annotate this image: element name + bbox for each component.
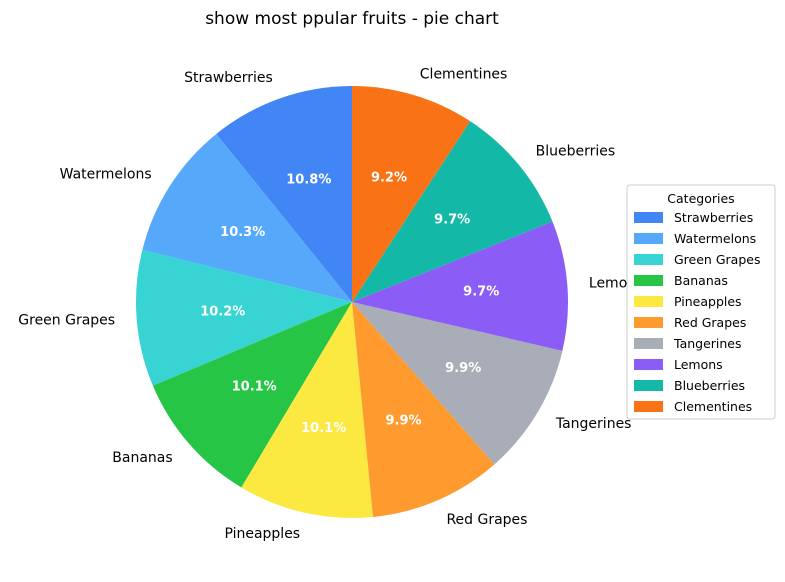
slice-tangerines: [352, 302, 563, 465]
pct-label-bananas: 10.1%: [232, 380, 277, 395]
label-pineapples: Pineapples: [224, 526, 300, 542]
legend-label-watermelons: Watermelons: [674, 231, 756, 246]
legend-label-tangerines: Tangerines: [673, 336, 742, 351]
legend-box: [626, 184, 776, 420]
label-red-grapes: Red Grapes: [446, 512, 527, 528]
slice-green-grapes: [136, 249, 352, 386]
pct-label-red-grapes: 9.9%: [385, 413, 421, 428]
legend-label-blueberries: Blueberries: [674, 378, 745, 393]
label-watermelons: Watermelons: [60, 166, 152, 182]
pct-label-green-grapes: 10.2%: [200, 304, 245, 319]
label-blueberries: Blueberries: [536, 143, 616, 159]
slice-clementines: [352, 86, 471, 302]
pct-label-lemons: 9.7%: [463, 285, 499, 300]
label-tangerines: Tangerines: [555, 416, 632, 432]
legend-swatch-strawberries: [634, 212, 663, 223]
percent-labels: 10.8% 10.3% 10.2% 10.1% 10.1% 9.9% 9.9% 9.7% 9.7…: [200, 170, 499, 436]
pct-label-watermelons: 10.3%: [220, 225, 265, 240]
legend-label-strawberries: Strawberries: [674, 210, 753, 225]
legend-swatch-lemons: [634, 359, 663, 370]
label-bananas: Bananas: [112, 450, 172, 466]
pct-label-blueberries: 9.7%: [434, 212, 470, 227]
legend-label-clementines: Clementines: [674, 399, 752, 414]
slice-bananas: [152, 302, 352, 488]
legend-swatch-tangerines: [634, 338, 663, 349]
slice-pineapples: [241, 302, 374, 518]
legend-label-pineapples: Pineapples: [674, 294, 742, 309]
slice-red-grapes: [352, 302, 495, 517]
legend-title: Categories: [667, 191, 734, 206]
slice-watermelons: [142, 133, 352, 302]
legend-label-bananas: Bananas: [674, 273, 728, 288]
legend-swatch-pineapples: [634, 296, 663, 307]
pct-label-tangerines: 9.9%: [445, 361, 481, 376]
pie-slices: [136, 86, 568, 518]
legend-label-red-grapes: Red Grapes: [674, 315, 746, 330]
legend-label-green-grapes: Green Grapes: [674, 252, 760, 267]
slice-strawberries: [216, 86, 352, 302]
slice-lemons: [352, 221, 568, 351]
label-green-grapes: Green Grapes: [18, 312, 115, 328]
legend-swatch-red-grapes: [634, 317, 663, 328]
legend-items: Strawberries Watermelons Green Grapes Banan…: [634, 210, 760, 414]
legend-swatch-bananas: [634, 275, 663, 286]
legend-label-lemons: Lemons: [674, 357, 723, 372]
legend-swatch-green-grapes: [634, 254, 663, 265]
legend-swatch-clementines: [634, 401, 663, 412]
label-clementines: Clementines: [420, 66, 508, 82]
legend-swatch-blueberries: [634, 380, 663, 391]
chart-title: show most ppular fruits - pie chart: [205, 9, 499, 29]
pct-label-clementines: 9.2%: [371, 170, 407, 185]
category-labels: Strawberries Watermelons Green Grapes Banan…: [18, 66, 643, 542]
slice-blueberries: [352, 121, 553, 302]
legend: Categories Strawberries Watermelons Green …: [626, 184, 776, 420]
pct-label-pineapples: 10.1%: [301, 421, 346, 436]
label-strawberries: Strawberries: [184, 70, 273, 86]
legend-swatch-watermelons: [634, 233, 663, 244]
pct-label-strawberries: 10.8%: [286, 172, 331, 187]
